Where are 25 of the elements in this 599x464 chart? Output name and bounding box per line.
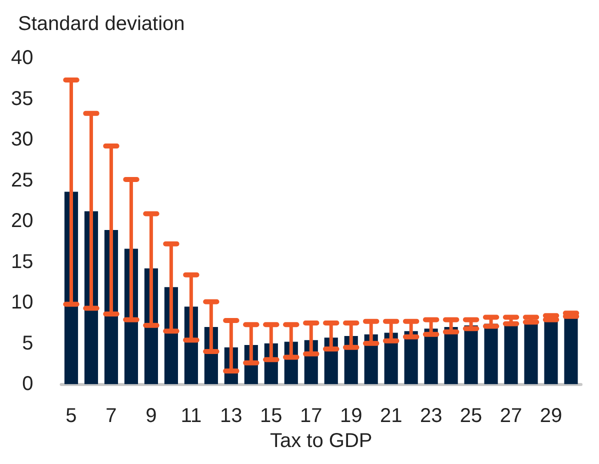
x-tick-label: 19 (340, 405, 362, 428)
x-tick-label: 21 (380, 405, 402, 428)
y-tick-label: 30 (10, 128, 34, 151)
x-tick-label: 27 (500, 405, 522, 428)
y-axis-title: Standard deviation (18, 13, 185, 35)
x-tick-label: 11 (180, 405, 202, 428)
x-tick-label: 29 (540, 405, 562, 428)
x-tick-label: 15 (260, 405, 282, 428)
x-tick-label: 5 (66, 405, 77, 428)
y-tick-label: 35 (10, 88, 34, 110)
x-tick-label: 13 (220, 405, 242, 428)
y-tick-label: 25 (10, 169, 34, 192)
y-tick-label: 40 (10, 47, 34, 69)
y-tick-label: 15 (10, 250, 34, 273)
y-tick-label: 10 (10, 292, 34, 314)
x-tick-label: 17 (300, 405, 322, 428)
bar (464, 325, 478, 384)
y-tick-label: 0 (22, 373, 34, 396)
y-tick-label: 5 (22, 332, 34, 354)
x-tick-label: 23 (420, 405, 442, 428)
x-tick-label: 7 (106, 405, 117, 428)
x-axis-title: Tax to GDP (270, 430, 372, 452)
y-tick-label: 20 (10, 210, 34, 232)
x-tick-label: 25 (460, 405, 482, 428)
x-tick-label: 9 (146, 405, 157, 428)
